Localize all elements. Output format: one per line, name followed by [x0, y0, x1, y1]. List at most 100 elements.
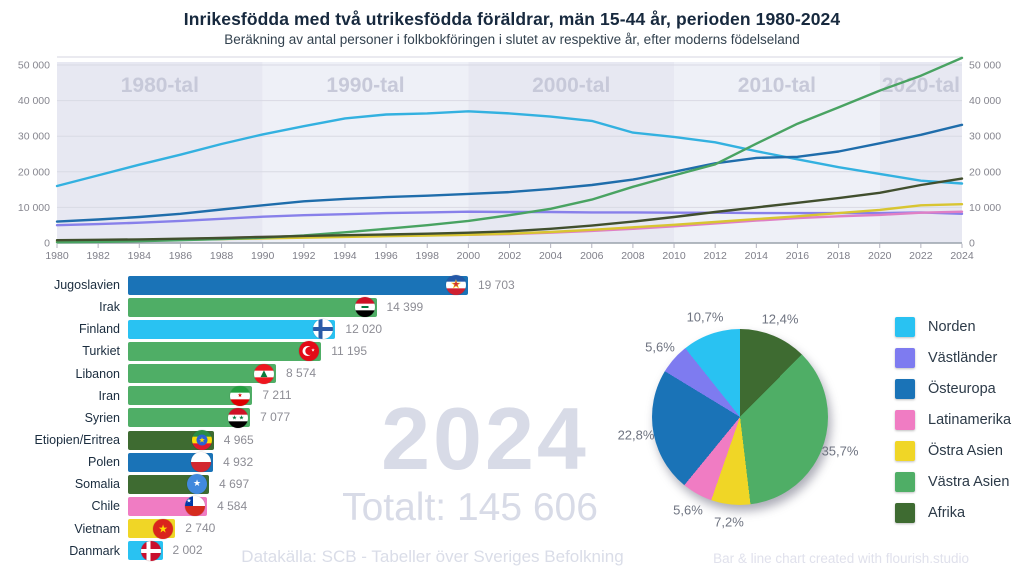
- bar-value-label: 11 195: [331, 343, 367, 358]
- legend-item[interactable]: Västländer: [895, 342, 1011, 373]
- series-line-Afrika[interactable]: [55, 177, 964, 242]
- x-axis-tick-label: 1996: [374, 250, 398, 262]
- bar-track: ★ 7 211: [128, 385, 540, 406]
- x-axis-tick-label: 1998: [416, 250, 440, 262]
- bar[interactable]: [128, 540, 163, 561]
- bar-row: Syrien ★ ★ 7 077: [0, 407, 540, 429]
- bar-row: Irak 14 399: [0, 296, 540, 318]
- y-axis-tick-label: 40 000: [18, 95, 50, 107]
- legend-item[interactable]: Norden: [895, 311, 1011, 342]
- bar-country-label: Syrien: [84, 410, 120, 425]
- x-axis-tick-label: 2000: [457, 250, 481, 262]
- svg-text:★: ★: [158, 522, 168, 535]
- legend-item[interactable]: Östeuropa: [895, 373, 1011, 404]
- decade-label: 2020-tal: [882, 74, 960, 97]
- bar-track: ★ 4 697: [128, 474, 540, 495]
- chile-flag-icon: ★: [185, 496, 206, 517]
- bar-value-label: 4 932: [223, 454, 254, 469]
- legend-item[interactable]: Västra Asien: [895, 466, 1011, 497]
- chart-subtitle: Beräkning av antal personer i folkbokför…: [224, 32, 800, 47]
- y-axis-tick-label-right: 30 000: [969, 131, 1001, 143]
- somalia-flag-icon: ★: [187, 474, 208, 495]
- bar[interactable]: ★ ★: [128, 407, 251, 428]
- yugoslavia-flag-icon: ★ ★: [446, 275, 466, 296]
- x-axis-tick-label: 1992: [292, 250, 316, 262]
- bar-track: ★ 2 740: [128, 518, 540, 539]
- bar[interactable]: ★ ★: [128, 275, 468, 296]
- series-line-Västra Asien[interactable]: [55, 56, 964, 244]
- y-axis-tick-label-right: 40 000: [969, 95, 1001, 107]
- bar-track: ★ 4 584: [128, 496, 540, 517]
- x-axis-tick-label: 1988: [210, 250, 234, 262]
- bar-row: Jugoslavien ★ ★ 19 703: [0, 274, 540, 296]
- bar[interactable]: ★: [128, 474, 210, 495]
- legend-item-label: Norden: [928, 318, 976, 335]
- bar-value-label: 4 965: [223, 432, 254, 447]
- svg-text:★: ★: [452, 280, 460, 290]
- pie-percentage-label: 10,7%: [686, 309, 724, 325]
- decade-label: 2000-tal: [532, 74, 610, 97]
- bar-row: Libanon ▲ 8 574: [0, 363, 540, 385]
- legend-item[interactable]: Östra Asien: [895, 435, 1011, 466]
- legend-item[interactable]: Afrika: [895, 497, 1011, 528]
- lebanon-flag-icon: ▲: [254, 363, 274, 384]
- bar-value-label: 14 399: [386, 299, 424, 314]
- data-source-caption: Datakälla: SCB - Tabeller över Sveriges …: [241, 547, 624, 566]
- legend-swatch-icon: [895, 347, 915, 368]
- svg-text:★: ★: [193, 479, 201, 489]
- bar-country-label: Etiopien/Eritrea: [34, 433, 120, 448]
- bar-track: 4 932: [128, 452, 540, 473]
- bar-value-label: 7 077: [260, 410, 291, 425]
- poland-flag-icon: [191, 452, 212, 473]
- legend-swatch-icon: [895, 378, 915, 399]
- bar[interactable]: ★: [128, 430, 214, 451]
- legend-swatch-icon: [895, 471, 915, 492]
- bar-track: 14 399: [128, 297, 540, 318]
- bar-track: ▲ 8 574: [128, 363, 540, 384]
- x-axis-tick-label: 2014: [745, 250, 769, 262]
- bar-row: Iran ★ 7 211: [0, 385, 540, 407]
- series-line-Norden[interactable]: [55, 110, 964, 188]
- series-line-Östeuropa[interactable]: [55, 123, 964, 223]
- bar[interactable]: ★: [128, 496, 208, 517]
- svg-text:★: ★: [311, 348, 315, 354]
- bar[interactable]: ▲: [128, 363, 276, 384]
- finland-flag-icon: [313, 319, 334, 340]
- decade-label: 1980-tal: [121, 74, 199, 97]
- pie-chart[interactable]: [652, 329, 828, 505]
- bar-row: Turkiet ★ 11 195: [0, 340, 540, 362]
- syria-flag-icon: ★ ★: [228, 407, 249, 428]
- line-chart[interactable]: 1980-tal 1990-tal 2000-tal 2010-tal 2020-tal…: [0, 50, 1024, 268]
- bar[interactable]: [128, 297, 377, 318]
- svg-text:★: ★: [450, 278, 462, 293]
- y-axis-tick-label: 0: [44, 238, 50, 250]
- bar-value-label: 7 211: [262, 388, 292, 403]
- bar[interactable]: ★: [128, 385, 253, 406]
- x-axis-tick-label: 1982: [86, 250, 110, 262]
- legend-item[interactable]: Latinamerika: [895, 404, 1011, 435]
- bar-value-label: 12 020: [345, 321, 383, 336]
- decade-label: 2010-tal: [738, 74, 816, 97]
- pie-percentage-label: 7,2%: [714, 514, 744, 530]
- y-axis-tick-label: 30 000: [18, 131, 50, 143]
- bar-row: Somalia ★ 4 697: [0, 473, 540, 495]
- flourish-credit-link[interactable]: Bar & line chart created with flourish.s…: [713, 551, 969, 566]
- bar[interactable]: ★: [128, 341, 322, 362]
- y-axis-tick-label-right: 10 000: [969, 202, 1001, 214]
- bar[interactable]: [128, 319, 336, 340]
- bar-country-label: Jugoslavien: [53, 278, 120, 293]
- bar-row: Finland 12 020: [0, 318, 540, 340]
- bar-country-label: Finland: [79, 322, 120, 337]
- pie-percentage-label: 5,6%: [673, 502, 703, 518]
- x-axis-tick-label: 1980: [45, 250, 69, 262]
- x-axis-tick-label: 1984: [128, 250, 152, 262]
- x-axis-tick-label: 1990: [251, 250, 275, 262]
- bar[interactable]: [128, 452, 214, 473]
- bar-value-label: 4 697: [219, 476, 250, 491]
- series-line-Västländer[interactable]: [55, 210, 964, 227]
- bar-track: 12 020: [128, 319, 540, 340]
- svg-text:★: ★: [186, 498, 191, 505]
- svg-text:▲: ▲: [261, 369, 268, 379]
- bar-country-label: Turkiet: [82, 344, 120, 359]
- bar[interactable]: ★: [128, 518, 176, 539]
